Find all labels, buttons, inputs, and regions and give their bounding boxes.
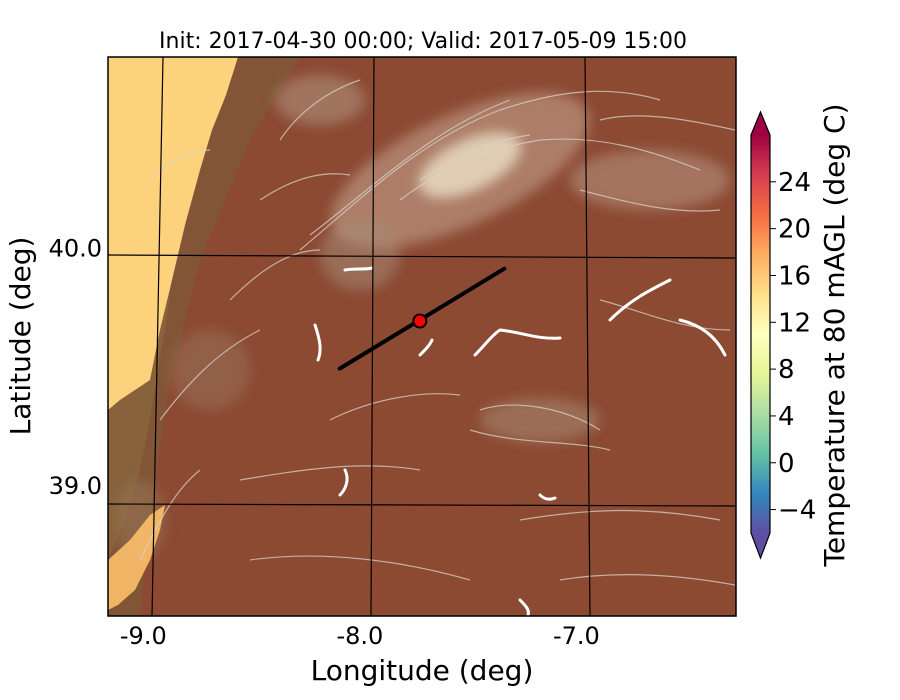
colorbar-tick-label: 24	[778, 168, 811, 198]
x-tick-labels: -9.0 -8.0 -7.0	[120, 622, 600, 650]
terrain-contours	[139, 79, 736, 586]
map-panel	[108, 57, 736, 616]
y-tick-label: 40.0	[49, 234, 102, 262]
colorbar-tick-label: 8	[778, 355, 795, 385]
x-tick-label: -8.0	[336, 622, 383, 650]
colorbar-tick-label: 20	[778, 215, 811, 245]
colorbar: 24 20 16 12 8 4 0 −4 Temperature at 80 mAGL (de…	[750, 103, 851, 568]
map-frame	[107, 56, 737, 617]
y-axis-label: Latitude (deg)	[4, 237, 37, 436]
colorbar-tick-label: 0	[778, 449, 795, 479]
colorbar-max-extend	[751, 112, 770, 135]
y-tick-label: 39.0	[49, 472, 102, 500]
map-gridlines	[108, 57, 736, 616]
colorbar-tick-label: 12	[778, 308, 811, 338]
colorbar-gradient	[751, 135, 770, 533]
x-tick-label: -9.0	[120, 622, 167, 650]
colorbar-outline	[750, 110, 771, 560]
highland-terrain	[115, 75, 730, 560]
figure-title: Init: 2017-04-30 00:00; Valid: 2017-05-0…	[159, 29, 687, 54]
x-axis-label: Longitude (deg)	[311, 654, 534, 687]
location-marker	[412, 313, 428, 329]
colorbar-tick-label: −4	[778, 496, 816, 526]
estuary-region	[108, 505, 165, 610]
colorbar-label: Temperature at 80 mAGL (deg C)	[818, 103, 851, 567]
ocean-region	[108, 57, 238, 410]
reservoirs	[313, 266, 727, 616]
colorbar-tick-label: 16	[778, 261, 811, 291]
colorbar-min-extend	[751, 533, 770, 558]
y-tick-labels: 40.0 39.0	[49, 234, 102, 500]
x-tick-label: -7.0	[553, 622, 600, 650]
colorbar-tick-label: 4	[778, 402, 795, 432]
colorbar-ticks: 24 20 16 12 8 4 0 −4	[770, 168, 816, 526]
